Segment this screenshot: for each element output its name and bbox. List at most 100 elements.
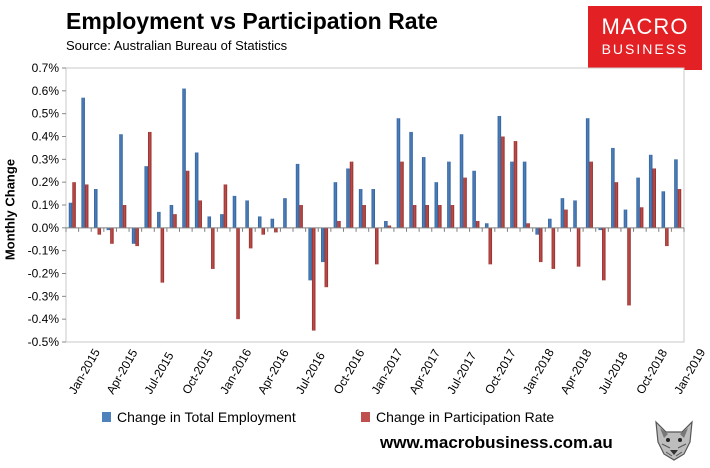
employment-bar-oct-2016 [333, 182, 338, 228]
y-tick-label: -0.5% [28, 335, 60, 349]
participation-bar-oct-2016 [337, 220, 341, 228]
participation-bar-nov-2017 [501, 136, 505, 228]
legend-swatch-participation [361, 412, 370, 422]
y-tick-label: 0.6% [32, 84, 60, 98]
participation-bar-dec-2018 [665, 227, 669, 247]
employment-bar-aug-2015 [157, 211, 161, 228]
y-tick-label: 0.0% [32, 221, 60, 235]
employment-bar-oct-2018 [636, 177, 640, 228]
y-tick-label: -0.1% [28, 244, 60, 258]
macrobusiness-logo: MACRO BUSINESS [588, 6, 702, 70]
participation-bar-jun-2015 [135, 227, 139, 247]
x-tick-label: Jul-2015 [141, 349, 176, 396]
participation-bar-mar-2017 [400, 161, 404, 228]
participation-bar-apr-2017 [412, 205, 417, 228]
participation-bar-aug-2018 [614, 182, 619, 228]
participation-bar-may-2016 [274, 227, 278, 233]
participation-bar-aug-2017 [463, 177, 467, 228]
x-tick-label: Apr-2015 [104, 346, 141, 396]
x-tick-label: Jul-2018 [595, 349, 630, 396]
x-tick-label: Oct-2018 [633, 346, 670, 396]
employment-bar-may-2017 [421, 157, 426, 228]
x-tick-label: Oct-2015 [179, 346, 216, 396]
y-tick-label: -0.4% [28, 312, 60, 326]
employment-bar-jul-2016 [295, 163, 300, 228]
x-tick-label: Apr-2017 [406, 346, 443, 396]
employment-bar-feb-2018 [535, 227, 539, 235]
employment-bar-jun-2017 [434, 182, 439, 228]
chart-title: Employment vs Participation Rate [66, 8, 438, 34]
participation-bar-jul-2017 [450, 205, 455, 228]
employment-bar-dec-2017 [510, 161, 514, 228]
employment-bar-mar-2017 [396, 118, 401, 228]
x-tick-label: Jan-2019 [671, 346, 708, 397]
employment-bar-may-2018 [573, 200, 577, 228]
participation-bar-dec-2015 [211, 227, 215, 269]
employment-bar-jul-2017 [447, 161, 451, 228]
participation-bar-sep-2016 [324, 227, 329, 288]
employment-bar-mar-2015 [94, 189, 98, 228]
participation-bar-jan-2017 [375, 227, 379, 265]
participation-bar-nov-2016 [349, 161, 354, 228]
participation-bar-aug-2016 [311, 227, 316, 331]
employment-bar-nov-2016 [346, 168, 350, 228]
participation-bar-jun-2018 [589, 161, 593, 228]
x-tick-label: Jan-2018 [520, 346, 557, 397]
y-axis-label: Monthly Change [2, 158, 18, 261]
participation-bar-oct-2017 [488, 227, 493, 265]
legend-label-participation: Change in Participation Rate [376, 409, 555, 425]
employment-bar-nov-2018 [648, 154, 653, 228]
y-tick-label: 0.2% [32, 175, 60, 189]
participation-bar-feb-2015 [84, 184, 89, 228]
x-tick-label: Jul-2016 [293, 349, 328, 396]
employment-bar-dec-2015 [207, 216, 212, 228]
employment-bar-apr-2016 [257, 216, 262, 228]
participation-bar-oct-2015 [185, 170, 190, 228]
employment-bar-oct-2017 [484, 223, 489, 228]
participation-bar-dec-2016 [362, 205, 366, 228]
y-tick-label: 0.5% [32, 107, 60, 121]
x-tick-label: Apr-2016 [255, 346, 292, 396]
y-axis-label-wrap: Monthly Change [2, 150, 18, 270]
participation-bar-feb-2016 [236, 227, 240, 320]
x-tick-label: Jan-2015 [66, 346, 103, 397]
employment-bar-may-2016 [270, 218, 275, 228]
participation-bar-jan-2015 [72, 182, 76, 228]
legend-swatch-employment [102, 412, 111, 422]
employment-bar-apr-2015 [106, 227, 111, 231]
employment-bar-jan-2015 [68, 202, 73, 228]
y-tick-label: 0.1% [32, 198, 60, 212]
x-tick-label: Jan-2017 [368, 346, 405, 397]
participation-bar-mar-2018 [551, 227, 556, 269]
participation-bar-oct-2018 [639, 207, 644, 228]
participation-bar-jan-2019 [677, 189, 682, 228]
logo-line1: MACRO [601, 14, 689, 39]
employment-bar-jan-2018 [522, 161, 527, 228]
employment-bar-may-2015 [119, 134, 123, 228]
participation-bar-may-2017 [425, 205, 429, 228]
legend-participation: Change in Participation Rate [361, 409, 554, 425]
employment-bar-jun-2016 [283, 198, 287, 228]
participation-bar-mar-2015 [97, 227, 102, 235]
x-tick-label: Jul-2017 [444, 349, 479, 396]
employment-bar-aug-2017 [459, 134, 464, 228]
employment-bar-jun-2015 [131, 227, 136, 244]
employment-bar-aug-2016 [308, 227, 312, 281]
participation-bar-apr-2018 [564, 209, 568, 228]
employment-bar-oct-2015 [182, 88, 186, 228]
logo-line2: BUSINESS [601, 41, 689, 57]
participation-bar-sep-2017 [475, 220, 480, 228]
employment-bar-mar-2016 [245, 200, 249, 228]
participation-bar-aug-2015 [160, 227, 165, 283]
participation-bar-jan-2016 [223, 184, 228, 228]
employment-bar-aug-2018 [611, 147, 615, 228]
employment-bar-sep-2015 [169, 205, 174, 228]
y-tick-label: -0.2% [28, 267, 60, 281]
website-url[interactable]: www.macrobusiness.com.au [380, 433, 613, 452]
employment-bar-jan-2019 [674, 159, 678, 228]
participation-bar-jan-2018 [526, 223, 530, 228]
employment-bar-apr-2018 [560, 198, 565, 228]
participation-bar-sep-2018 [627, 227, 631, 306]
participation-bar-nov-2015 [198, 200, 202, 228]
x-tick-label: Jan-2016 [217, 346, 254, 397]
